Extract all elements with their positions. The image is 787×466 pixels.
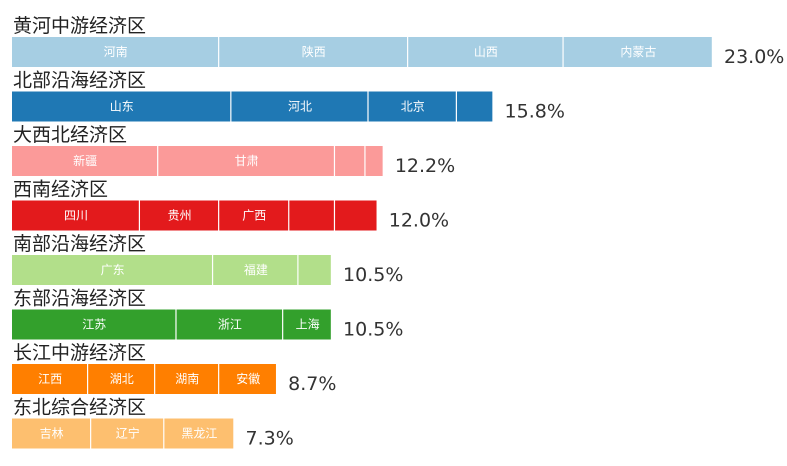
- region-title: 长江中游经济区: [13, 342, 146, 364]
- bar-segment: [408, 37, 563, 67]
- region-title: 东部沿海经济区: [13, 288, 146, 310]
- segment-label: 山西: [474, 45, 498, 59]
- total-percent-label: 12.0%: [389, 210, 449, 232]
- total-percent-label: 8.7%: [288, 373, 336, 395]
- segment-label: 四川: [64, 209, 88, 223]
- bar-segment: [365, 146, 383, 176]
- segment-label: 广西: [242, 209, 266, 223]
- segment-label: 江西: [38, 372, 62, 386]
- segment-label: 河南: [104, 44, 128, 59]
- bar-segment: [164, 418, 234, 449]
- total-percent-label: 10.5%: [343, 319, 403, 341]
- bar-segment: [88, 364, 155, 394]
- bar-segment: [12, 255, 212, 285]
- segment-label: 福建: [244, 262, 268, 277]
- segment-label: 内蒙古: [620, 44, 656, 59]
- bar-segment: [213, 255, 298, 285]
- bar-segment: [283, 309, 331, 340]
- total-percent-label: 7.3%: [245, 428, 293, 450]
- bar-segment: [155, 364, 219, 394]
- bar-segment: [298, 255, 331, 285]
- total-percent-label: 15.8%: [505, 101, 565, 123]
- bar-segment: [335, 146, 365, 176]
- bar-segment: [289, 200, 334, 231]
- segment-label: 浙江: [218, 318, 242, 332]
- bar-segment: [12, 146, 158, 176]
- total-percent-label: 23.0%: [724, 46, 784, 68]
- segment-label: 上海: [296, 317, 320, 332]
- segment-label: 甘肃: [235, 154, 259, 168]
- region-title: 东北综合经济区: [13, 397, 146, 419]
- bar-segment: [231, 91, 368, 122]
- segment-label: 山东: [110, 100, 134, 114]
- segment-label: 北京: [401, 100, 425, 114]
- segment-label: 安徽: [236, 371, 260, 386]
- bar-segment: [12, 91, 231, 122]
- segment-label: 黑龙江: [181, 427, 217, 441]
- bar-segment: [563, 37, 712, 67]
- bar-segment: [140, 200, 219, 231]
- region-title: 西南经济区: [13, 179, 108, 201]
- segment-label: 陕西: [302, 44, 326, 59]
- region-title: 黄河中游经济区: [13, 15, 146, 37]
- bar-segment: [456, 91, 493, 122]
- bar-segment: [158, 146, 334, 176]
- bar-segment: [335, 200, 377, 231]
- bar-segment: [12, 418, 91, 449]
- segment-label: 辽宁: [116, 426, 140, 441]
- bar-segment: [219, 37, 408, 67]
- region-title: 北部沿海经济区: [13, 70, 146, 92]
- bar-segment: [176, 309, 283, 340]
- segment-label: 贵州: [168, 209, 192, 223]
- bar-segment: [12, 37, 219, 67]
- region-title: 南部沿海经济区: [13, 233, 146, 255]
- segment-label: 广东: [101, 263, 125, 277]
- bar-segment: [12, 364, 87, 394]
- bar-segment: [12, 200, 139, 231]
- total-percent-label: 10.5%: [343, 264, 403, 286]
- bar-segment: [219, 200, 289, 231]
- total-percent-label: 12.2%: [395, 155, 455, 177]
- segment-label: 新疆: [73, 153, 97, 168]
- segment-label: 江苏: [82, 318, 106, 332]
- bar-segment: [368, 91, 456, 122]
- segment-label: 湖南: [175, 371, 199, 386]
- segment-label: 湖北: [110, 371, 134, 386]
- bar-segment: [219, 364, 276, 394]
- segment-label: 吉林: [40, 427, 64, 441]
- segment-label: 河北: [288, 100, 312, 114]
- bar-segment: [12, 309, 176, 340]
- region-title: 大西北经济区: [13, 124, 127, 146]
- bar-segment: [91, 418, 164, 449]
